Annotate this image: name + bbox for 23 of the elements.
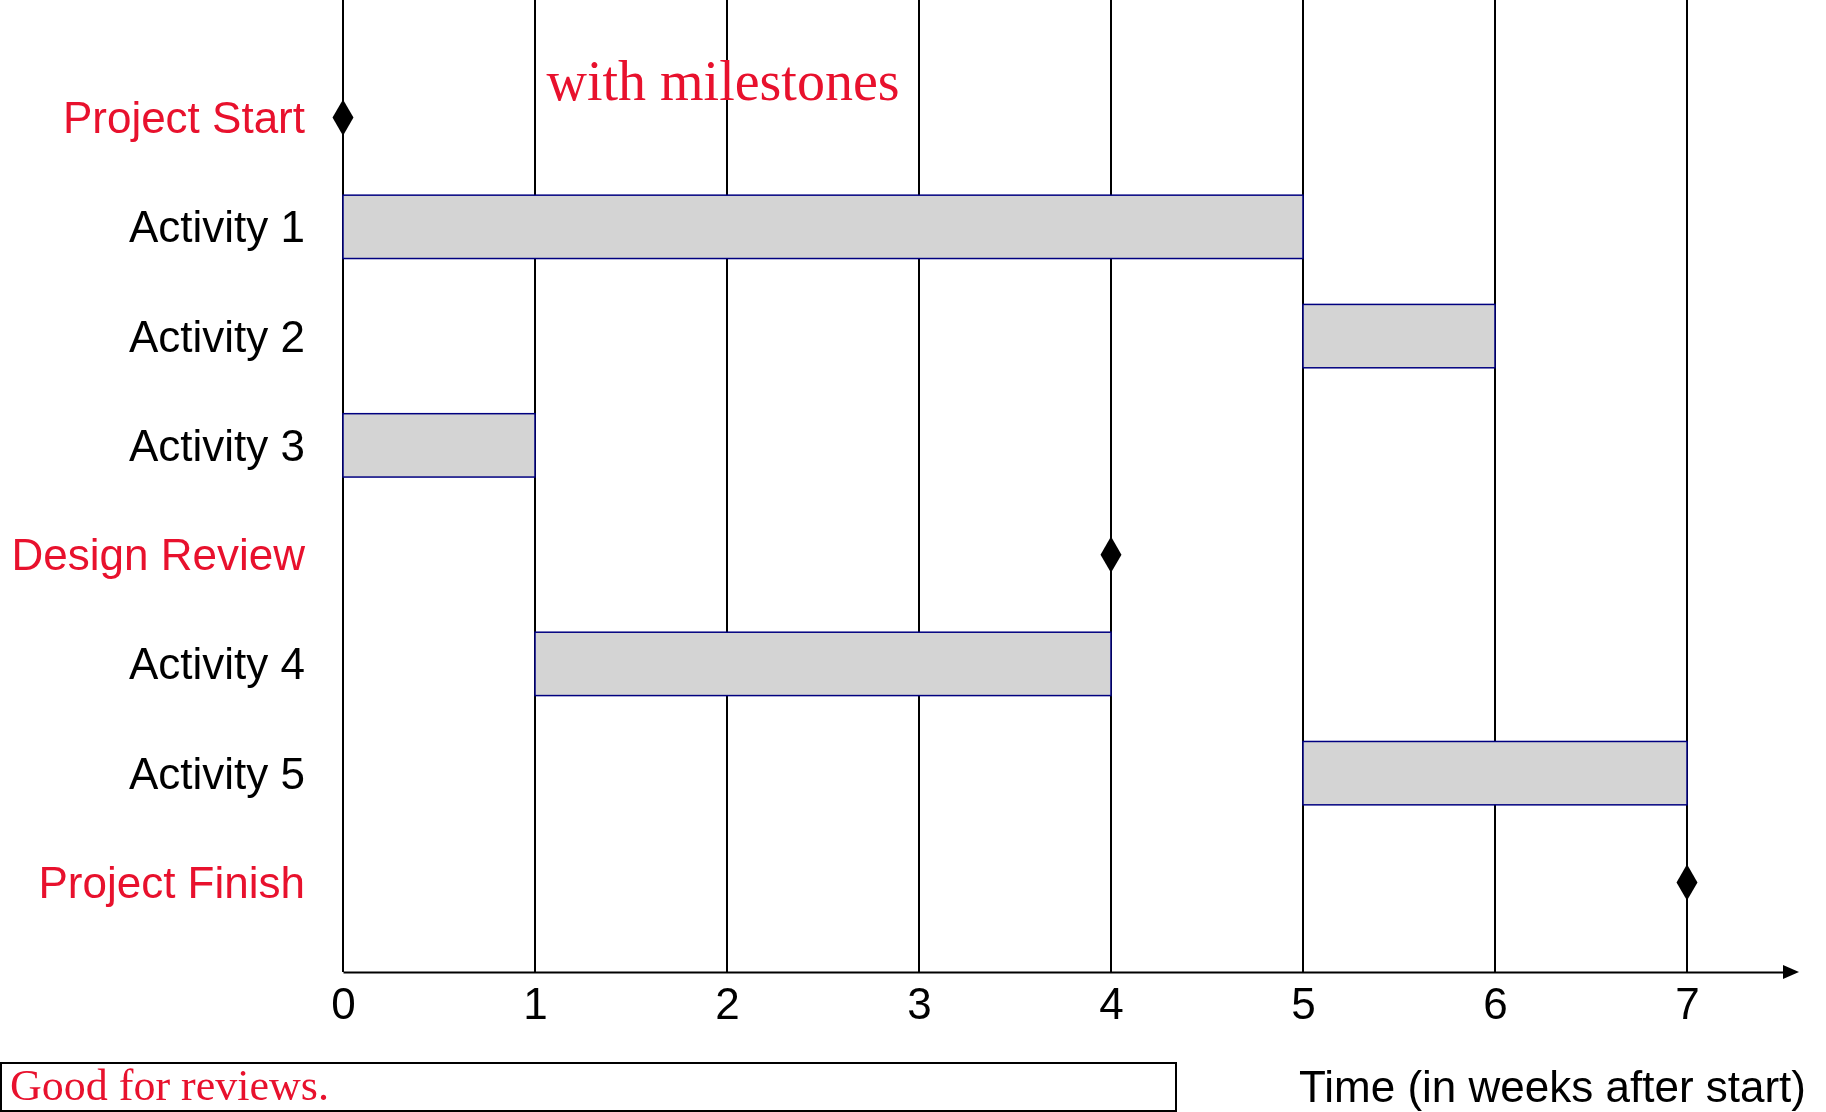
bar: [534, 631, 1112, 697]
bar: [342, 194, 1304, 260]
bar: [1302, 303, 1496, 369]
x-tick-label: 7: [1675, 979, 1700, 1029]
y-tick-label: Project Start: [62, 92, 305, 142]
x-tick-label: 6: [1483, 979, 1508, 1029]
bar: [1302, 740, 1688, 806]
y-tick-label: Design Review: [11, 530, 306, 580]
y-tick-label: Activity 2: [128, 311, 305, 361]
x-tick-label: 1: [523, 979, 548, 1029]
y-tick-label: Activity 4: [128, 639, 305, 689]
y-tick-label: Project Finish: [38, 857, 305, 907]
y-tick-label: Activity 5: [128, 748, 305, 798]
x-tick-label: 4: [1099, 979, 1124, 1029]
x-tick-label: 2: [715, 979, 740, 1029]
x-tick-label: 5: [1291, 979, 1316, 1029]
x-axis-title: Time (in weeks after start): [1299, 1062, 1806, 1111]
bar: [342, 412, 536, 478]
x-tick-label: 3: [907, 979, 932, 1029]
text: Good for reviews.: [10, 1061, 329, 1110]
x-tick-label: 0: [331, 979, 356, 1029]
y-tick-label: Activity 3: [128, 420, 305, 470]
y-tick-label: Activity 1: [128, 202, 305, 252]
